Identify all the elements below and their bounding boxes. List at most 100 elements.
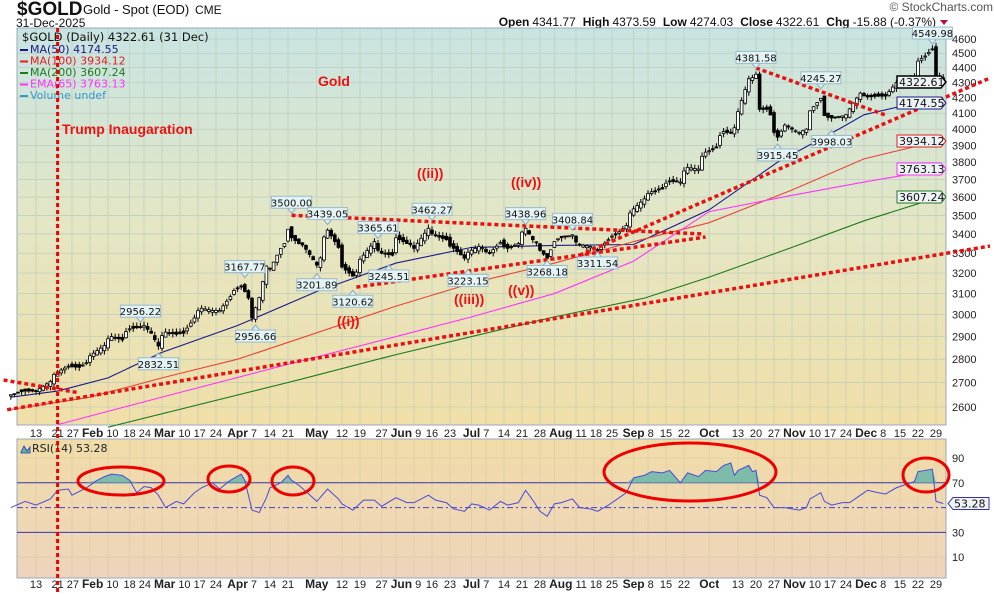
ma-line-ma50 xyxy=(10,101,944,398)
candle-body xyxy=(545,253,549,259)
candle-body xyxy=(196,310,200,319)
x-tick-label: 22 xyxy=(678,428,690,440)
callout-pointer xyxy=(373,233,383,240)
candle-body xyxy=(340,244,344,268)
callout-box xyxy=(119,304,161,318)
candle-body xyxy=(217,310,222,313)
x-tick-label: 27 xyxy=(375,579,387,591)
x-tick-label: 18 xyxy=(123,428,135,440)
candle-body xyxy=(145,326,150,330)
candle-body xyxy=(653,190,657,193)
price-badge: 4174.55 xyxy=(896,96,947,110)
wave-label-i: ((i)) xyxy=(337,313,360,329)
description: Gold - Spot (EOD) xyxy=(83,2,189,17)
candle-body xyxy=(502,239,506,248)
candle-body xyxy=(127,328,132,331)
candle-body xyxy=(811,106,816,111)
x-tick-label: 27 xyxy=(67,579,79,591)
candle-body xyxy=(793,130,798,133)
candle-body xyxy=(95,350,100,356)
candle-body xyxy=(170,331,175,335)
x-tick-label: 24 xyxy=(210,428,222,440)
candle-body xyxy=(689,167,693,171)
candle-body xyxy=(765,106,769,110)
candle-body xyxy=(372,241,377,249)
candle-body xyxy=(563,235,567,238)
candle-body xyxy=(23,388,27,392)
x-tick-label: 12 xyxy=(336,579,348,591)
x-tick-label: 27 xyxy=(375,428,387,440)
candle-body xyxy=(210,310,215,313)
callout-value: 2956.22 xyxy=(120,307,161,318)
candle-body xyxy=(91,352,96,357)
candle-body xyxy=(354,271,359,277)
candle-body xyxy=(574,235,578,243)
candle-body xyxy=(754,73,758,79)
callout-value: 3439.05 xyxy=(307,210,348,221)
candle-body xyxy=(642,198,647,205)
candle-body xyxy=(264,265,269,285)
candle-body xyxy=(790,127,794,130)
candle-body xyxy=(595,249,600,251)
candle-body xyxy=(520,231,524,246)
candlesticks xyxy=(8,43,945,400)
candle-body xyxy=(163,331,168,338)
candle-body xyxy=(455,245,459,252)
candle-body xyxy=(66,365,71,368)
candle-body xyxy=(109,336,114,341)
callout-box xyxy=(551,212,593,226)
candle-body xyxy=(178,331,182,334)
candle-body xyxy=(394,237,398,254)
callout-value: 3201.89 xyxy=(296,281,337,292)
candle-body xyxy=(214,310,218,313)
callout-value: 3268.18 xyxy=(527,267,568,278)
candle-body xyxy=(516,243,521,246)
x-tick-label: 29 xyxy=(930,579,942,591)
x-tick-label: 14 xyxy=(264,579,276,591)
x-tick-label: 15 xyxy=(660,579,672,591)
candle-body xyxy=(494,245,499,249)
candle-body xyxy=(88,355,92,363)
candle-body xyxy=(300,242,305,246)
candle-body xyxy=(837,115,841,118)
candle-body xyxy=(224,300,229,306)
callout-box xyxy=(577,256,619,270)
candle-body xyxy=(440,235,445,239)
candle-body xyxy=(531,236,535,241)
x-tick-label: Jun xyxy=(391,577,412,591)
candle-body xyxy=(538,243,542,251)
x-tick-label: 9 xyxy=(415,428,421,440)
candle-body xyxy=(476,246,481,252)
callout-pointer xyxy=(323,219,332,226)
x-axis-top: 132127Feb101824Mar101724Apr71421May12192… xyxy=(30,426,942,440)
candle-body xyxy=(585,245,589,249)
candle-body xyxy=(347,267,351,274)
candle-body xyxy=(480,247,485,250)
candle-body xyxy=(142,325,146,328)
candle-body xyxy=(927,52,931,55)
candle-body xyxy=(923,55,927,58)
trendline-downtrend xyxy=(755,66,887,117)
candle-body xyxy=(628,212,632,228)
y-tick-label: 3800 xyxy=(952,157,976,169)
y-tick-label: 4500 xyxy=(952,48,976,60)
price-callout: 3245.51 xyxy=(368,264,409,283)
candle-body xyxy=(404,239,409,244)
candle-body xyxy=(16,391,20,394)
legend-item: Volume undef xyxy=(30,89,107,102)
candle-body xyxy=(386,252,391,255)
candle-body xyxy=(491,249,495,254)
callout-pointer xyxy=(287,207,296,215)
x-tick-label: 24 xyxy=(840,579,852,591)
x-tick-label: 8 xyxy=(648,579,654,591)
candle-body xyxy=(160,335,164,349)
legend-item: MA(50) 4174.55 xyxy=(30,43,119,56)
x-tick-label: 25 xyxy=(606,579,618,591)
x-tick-label: Apr xyxy=(227,577,248,591)
callout-pointer xyxy=(154,351,163,359)
x-tick-label: 16 xyxy=(426,428,438,440)
x-tick-label: 11 xyxy=(575,579,586,591)
callout-box xyxy=(357,221,399,235)
callout-value: 3223.15 xyxy=(447,276,488,287)
gold-label: Gold xyxy=(318,73,350,89)
